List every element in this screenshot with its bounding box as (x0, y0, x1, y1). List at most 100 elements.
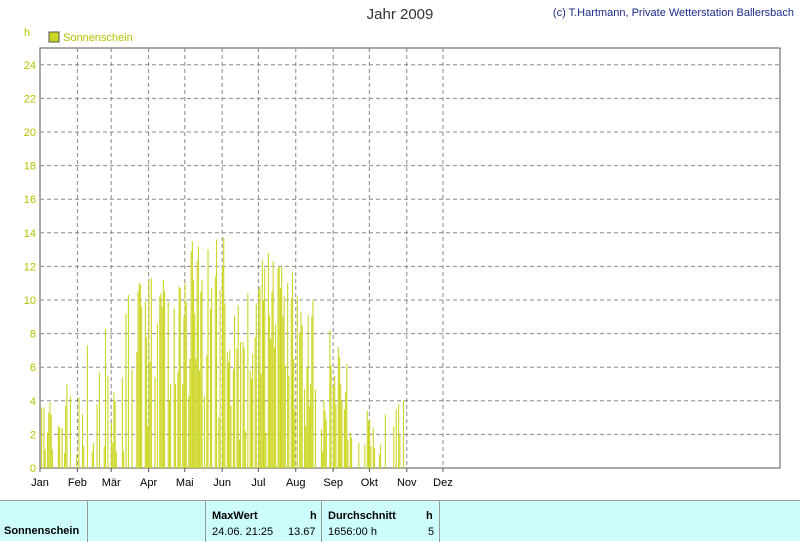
chart-title: Jahr 2009 (366, 6, 434, 23)
x-tick-label: Nov (397, 477, 417, 489)
bar (148, 279, 150, 468)
y-tick-label: 8 (30, 329, 36, 341)
bar (41, 407, 43, 468)
bar (207, 249, 209, 468)
bar (191, 241, 193, 468)
bar (311, 316, 313, 468)
bar (325, 419, 327, 468)
bar (123, 451, 125, 468)
bar (83, 446, 85, 468)
bar (230, 405, 232, 468)
bar (338, 357, 341, 468)
bar (190, 251, 192, 468)
bar (182, 384, 184, 468)
bar (63, 452, 66, 468)
bar (393, 426, 395, 468)
bar (228, 362, 230, 468)
bar (229, 350, 231, 468)
bar (278, 266, 280, 468)
bar (206, 355, 208, 468)
bar (115, 451, 117, 468)
bar (178, 286, 180, 468)
bar (125, 313, 127, 468)
bar (86, 345, 88, 468)
bar (378, 454, 380, 468)
bar (312, 300, 314, 468)
bar (242, 342, 244, 468)
x-tick-label: Apr (140, 477, 157, 489)
bar (236, 348, 238, 468)
bar (196, 261, 198, 468)
bar (282, 316, 284, 468)
bar (174, 384, 177, 468)
bar (179, 288, 181, 468)
bar (252, 353, 254, 468)
x-tick-label: Jun (213, 477, 231, 489)
bar (296, 296, 298, 468)
bar (203, 395, 205, 468)
bar (299, 333, 301, 468)
bar (127, 294, 129, 468)
bar (304, 389, 306, 468)
bar (294, 409, 296, 468)
bar (141, 306, 143, 468)
bar (249, 370, 251, 468)
bar (144, 301, 146, 468)
bar (82, 414, 84, 468)
bar (260, 373, 262, 468)
bar (258, 289, 260, 468)
bar (262, 300, 265, 468)
bar (384, 414, 386, 468)
bar (48, 412, 50, 468)
y-tick-label: 18 (24, 161, 36, 173)
bar (284, 365, 286, 468)
bar (301, 325, 303, 468)
bar (161, 306, 163, 468)
bar (139, 284, 142, 468)
bar (232, 368, 234, 468)
bar (255, 303, 257, 468)
bar (345, 392, 347, 468)
bar (224, 303, 226, 468)
bar (334, 375, 336, 468)
x-tick-label: Dez (433, 477, 453, 489)
bar (154, 377, 156, 468)
bar (275, 323, 277, 468)
bar (145, 336, 148, 468)
bar (114, 400, 116, 468)
y-tick-label: 4 (30, 396, 36, 408)
bar (112, 442, 114, 468)
bar (271, 291, 273, 468)
bar (47, 432, 49, 468)
bar (103, 446, 105, 468)
bar (351, 437, 353, 468)
bar (92, 442, 94, 468)
x-tick-label: Sep (323, 477, 343, 489)
bar (200, 291, 202, 468)
bar (44, 449, 46, 468)
bar (168, 400, 170, 468)
bar (75, 454, 78, 468)
bar (113, 392, 115, 468)
bar (346, 363, 348, 468)
bar (69, 395, 72, 468)
max-value: 13.67 (288, 526, 316, 538)
bar (98, 372, 100, 468)
bar (173, 308, 175, 468)
bar (322, 451, 324, 468)
bar (267, 252, 269, 468)
bar (272, 261, 274, 468)
bar (320, 429, 322, 468)
bar (57, 426, 59, 468)
legend-swatch (48, 31, 60, 43)
x-tick-label: Mai (176, 477, 194, 489)
x-tick-label: Feb (68, 477, 87, 489)
avg-value: 1656:00 h (328, 526, 377, 538)
bar (185, 301, 187, 468)
copyright-text: (c) T.Hartmann, Private Wetterstation Ba… (552, 7, 794, 19)
bar (343, 409, 345, 468)
bar (261, 259, 263, 468)
bar (243, 348, 245, 468)
bar (201, 279, 203, 468)
bar (194, 313, 196, 468)
